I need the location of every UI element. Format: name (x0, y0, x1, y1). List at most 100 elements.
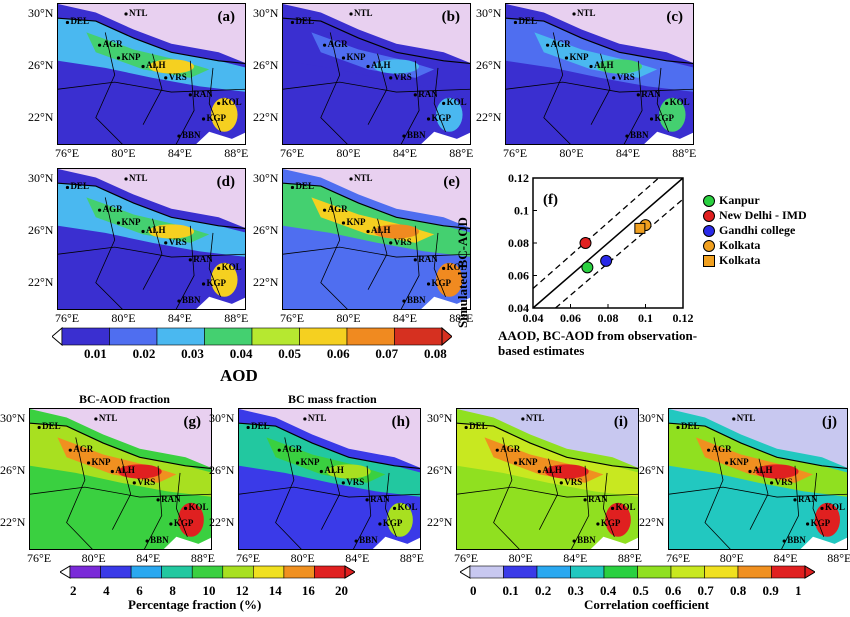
map-panel-i: NTL DEL AGR KNP ALH VRS RAN KOL KGP BBN (i) (456, 408, 639, 550)
city-label-ran: RAN (641, 88, 661, 99)
lon-tick: 88°E (827, 551, 850, 565)
lat-tick: 26°N (253, 58, 279, 72)
city-label-bbn: BBN (150, 535, 169, 546)
city-label-ntl: NTL (736, 412, 756, 423)
city-label-kol: KOL (446, 262, 467, 273)
city-label-bbn: BBN (787, 535, 806, 546)
lon-tick: 84°E (345, 551, 370, 565)
scatter-x-tick: 0.06 (560, 311, 581, 325)
city-label-del: DEL (469, 421, 488, 432)
city-label-vrs: VRS (168, 236, 187, 247)
legend-swatch (703, 194, 715, 207)
city-dot-ran (365, 498, 369, 502)
map-panel-c: NTL DEL AGR KNP ALH VRS RAN KOL KGP BBN (c) (505, 3, 694, 145)
one-to-one-line (532, 177, 684, 309)
scatter-y-tick: 0.12 (508, 171, 529, 185)
map-svg-j (669, 409, 847, 549)
colorbar-segment (299, 327, 348, 346)
colorbar-segment (253, 565, 285, 579)
city-dot-vrs (164, 76, 168, 80)
city-dot-kol (183, 506, 188, 510)
city-dot-ntl (521, 417, 525, 421)
colorbar-tick: 0.5 (632, 583, 649, 598)
city-dot-kgp (201, 282, 206, 286)
city-label-ran: RAN (193, 253, 213, 264)
lat-tick: 26°N (209, 463, 235, 477)
colorbar-segment (570, 565, 605, 579)
legend-entry: Kolkata (703, 238, 760, 253)
scatter-x-tick: 0.12 (673, 311, 694, 325)
scatter-y-tick: 0.08 (508, 236, 529, 250)
city-label-ran: RAN (798, 493, 818, 504)
city-label-alh: ALH (324, 465, 344, 476)
lon-tick: 76°E (55, 146, 80, 160)
city-dot-agr (322, 208, 327, 212)
lon-tick: 88°E (449, 146, 474, 160)
city-dot-alh (110, 469, 114, 474)
legend-swatch (703, 239, 715, 252)
lat-tick: 22°N (476, 110, 502, 124)
map-panel-d: NTL DEL AGR KNP ALH VRS RAN KOL KGP BBN (d) (57, 168, 246, 310)
lon-tick: 80°E (508, 551, 533, 565)
city-label-ran: RAN (161, 493, 181, 504)
city-dot-alh (748, 469, 752, 474)
city-dot-bbn (145, 539, 149, 543)
city-label-bbn: BBN (359, 535, 378, 546)
lon-tick: 88°E (224, 311, 249, 325)
city-dot-agr (322, 43, 327, 47)
city-label-del: DEL (70, 16, 89, 27)
colorbar-tick: 0.06 (326, 346, 350, 361)
city-label-agr: AGR (711, 444, 732, 455)
colorbar-tick: 0.05 (278, 346, 302, 361)
colorbar-tick: 0.02 (132, 346, 156, 361)
colorbar-segment (161, 565, 193, 579)
lon-tick: 80°E (81, 551, 106, 565)
city-dot-knp (116, 56, 121, 60)
city-label-kol: KOL (615, 502, 636, 513)
city-label-knp: KNP (569, 51, 589, 62)
lat-tick: 22°N (28, 275, 54, 289)
city-dot-knp (86, 461, 91, 465)
lat-tick: 22°N (0, 515, 26, 529)
lon-tick: 88°E (190, 551, 216, 565)
city-dot-kgp (806, 522, 810, 526)
city-dot-vrs (559, 481, 563, 485)
scatter-y-tick: 0.04 (508, 301, 529, 315)
legend-label: Kanpur (719, 193, 760, 207)
map-panel-h: NTL DEL AGR KNP ALH VRS RAN KOL KGP BBN (h) (238, 408, 421, 550)
panel-letter-h: (h) (391, 414, 410, 430)
city-label-knp: KNP (518, 456, 538, 467)
lon-tick: 80°E (336, 146, 361, 160)
colorbar-segment (69, 565, 101, 579)
city-label-knp: KNP (346, 216, 366, 227)
panel-letter-i: (i) (613, 414, 628, 430)
city-dot-bbn (572, 539, 576, 543)
city-label-ntl: NTL (525, 412, 545, 423)
panel-letter-b: (b) (441, 9, 460, 25)
colorbar-aod (51, 326, 453, 351)
colorbar-tick: 0.6 (665, 583, 682, 598)
city-label-ntl: NTL (577, 7, 596, 18)
city-dot-ntl (572, 12, 576, 16)
city-dot-del (246, 425, 250, 430)
city-label-agr: AGR (282, 444, 303, 455)
city-label-bbn: BBN (181, 130, 201, 141)
lon-tick: 80°E (111, 146, 136, 160)
lon-tick: 88°E (672, 146, 697, 160)
colorbar-segment (737, 565, 772, 579)
map-panel-j: NTL DEL AGR KNP ALH VRS RAN KOL KGP BBN (j) (668, 408, 848, 550)
city-label-del: DEL (295, 181, 314, 192)
city-label-knp: KNP (91, 456, 111, 467)
city-dot-ntl (124, 177, 128, 181)
colorbar-tick: 0.08 (424, 346, 447, 361)
lat-tick: 26°N (28, 223, 54, 237)
colorbar-tick: 0 (470, 583, 477, 598)
city-dot-kol (665, 101, 669, 105)
city-dot-bbn (782, 539, 786, 543)
city-label-knp: KNP (729, 456, 749, 467)
panel-letter-a: (a) (217, 9, 236, 25)
city-label-kgp: KGP (431, 278, 452, 289)
legend-swatch (703, 209, 715, 222)
lon-tick: 88°E (224, 146, 249, 160)
city-dot-bbn (177, 299, 181, 303)
